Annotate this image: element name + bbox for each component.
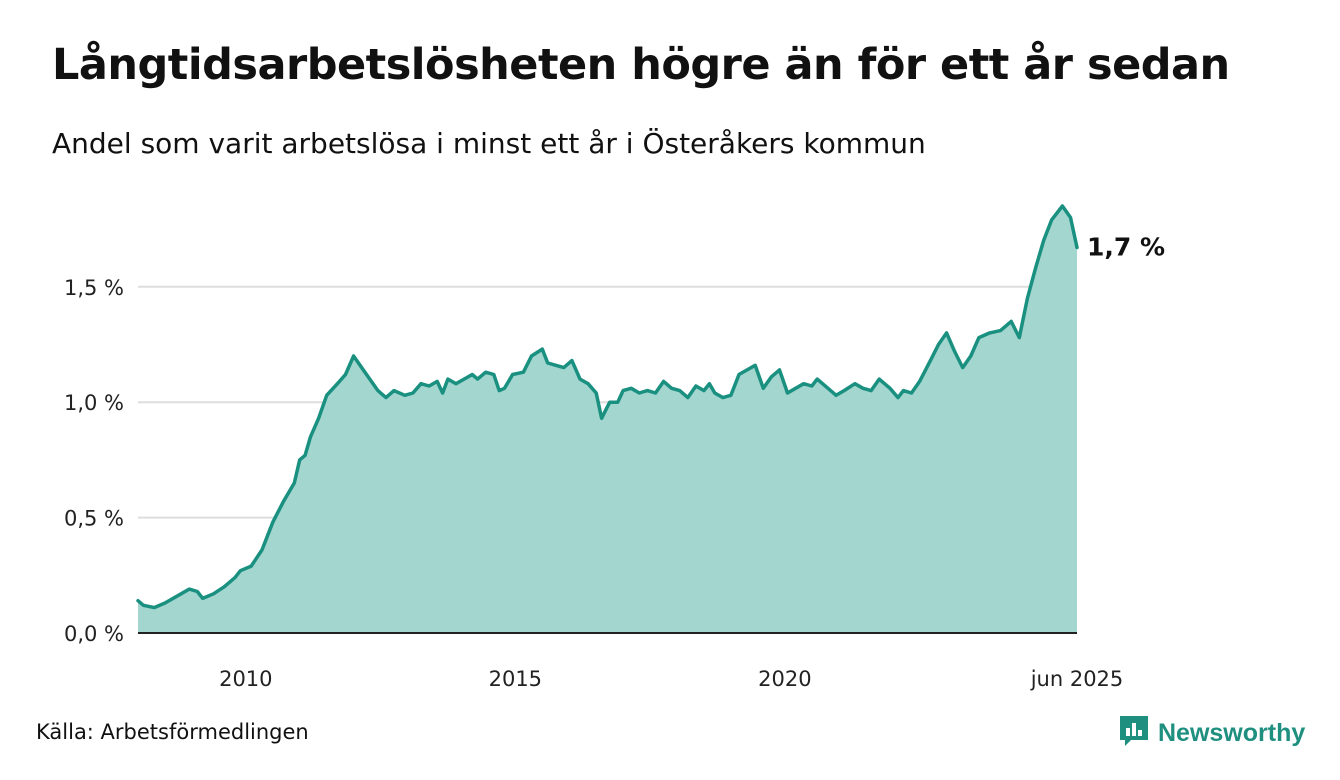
newsworthy-logo-icon <box>1118 714 1150 752</box>
x-tick-label: 2020 <box>758 667 811 691</box>
chart-title: Långtidsarbetslösheten högre än för ett … <box>52 40 1230 90</box>
area-series <box>136 204 1079 633</box>
x-tick-label: 2015 <box>489 667 542 691</box>
x-tick-label: 2010 <box>219 667 272 691</box>
y-tick-label: 0,5 % <box>64 507 124 531</box>
x-tick-label: jun 2025 <box>1030 667 1124 691</box>
line-total <box>136 204 1079 610</box>
y-tick-label: 0,0 % <box>64 622 124 646</box>
chart-subtitle: Andel som varit arbetslösa i minst ett å… <box>52 127 926 160</box>
brand-logo[interactable]: Newsworthy <box>1118 714 1305 752</box>
area-total <box>138 206 1077 633</box>
axes: 2010 2015 2020 jun 2025 <box>138 632 1124 691</box>
y-tick-label: 1,5 % <box>64 276 124 300</box>
end-label-total: 1,7 % <box>1087 233 1165 262</box>
brand-name: Newsworthy <box>1158 718 1306 747</box>
y-tick-label: 1,0 % <box>64 391 124 415</box>
end-labels: 1,7 % <box>1087 233 1165 262</box>
source-note: Källa: Arbetsförmedlingen <box>36 720 309 744</box>
